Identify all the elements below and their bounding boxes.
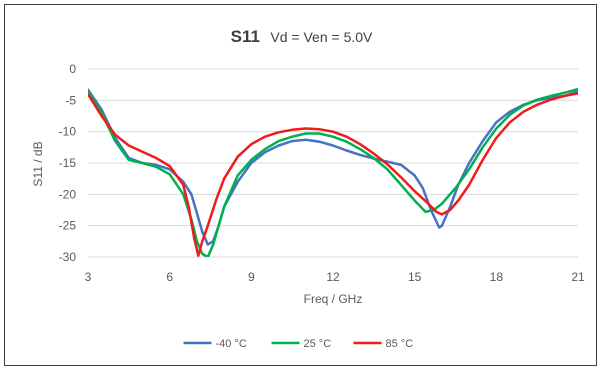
chart-subtitle: Vd = Ven = 5.0V <box>270 29 373 45</box>
legend-label-2: 85 °C <box>386 338 414 350</box>
x-tick-label: 21 <box>571 270 585 284</box>
y-tick-label: -20 <box>59 187 77 201</box>
legend-label-1: 25 °C <box>304 338 332 350</box>
y-tick-label: -30 <box>59 250 77 264</box>
series-line-0 <box>88 88 578 246</box>
legend: -40 °C 25 °C 85 °C <box>183 338 414 350</box>
y-tick-label: -5 <box>65 93 76 107</box>
legend-label-0: -40 °C <box>216 338 247 350</box>
x-tick-label: 9 <box>248 270 255 284</box>
series-line-1 <box>88 87 578 257</box>
x-tick-label: 6 <box>166 270 173 284</box>
x-tick-label: 18 <box>490 270 504 284</box>
y-axis-title: S11 / dB <box>31 141 45 186</box>
x-tick-label: 15 <box>408 270 422 284</box>
tick-labels: 0 -5 -10 -15 -20 -25 -30 3 6 9 12 15 18 21 <box>59 62 585 284</box>
chart-title-main: S11 <box>231 27 260 46</box>
y-tick-label: -25 <box>59 219 77 233</box>
y-tick-label: 0 <box>69 62 76 76</box>
x-tick-label: 12 <box>326 270 340 284</box>
series-line-2 <box>88 92 578 257</box>
y-tick-label: -15 <box>59 156 77 170</box>
grid-lines <box>88 68 578 258</box>
series-lines <box>88 87 578 257</box>
chart-frame <box>4 4 597 366</box>
y-tick-label: -10 <box>59 125 77 139</box>
x-axis-title: Freq / GHz <box>304 292 363 306</box>
chart-title: S11 Vd = Ven = 5.0V <box>231 27 373 46</box>
x-tick-label: 3 <box>85 270 92 284</box>
